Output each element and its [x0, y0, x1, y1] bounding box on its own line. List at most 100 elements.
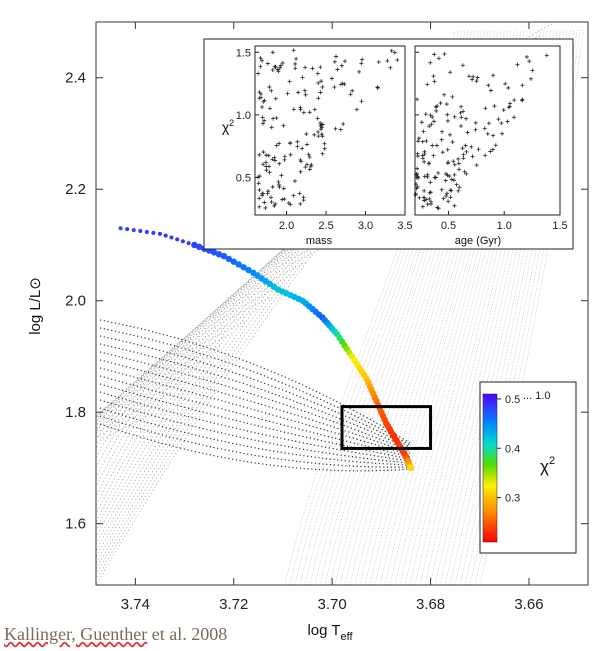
inset-point — [451, 159, 456, 164]
inset-point — [304, 132, 309, 137]
inset-point — [420, 139, 425, 144]
inset-point — [265, 191, 270, 196]
inset-point — [259, 95, 264, 100]
track-point — [151, 230, 156, 235]
inset-point — [421, 195, 426, 200]
inset-point — [318, 90, 323, 95]
inset-point — [269, 200, 274, 205]
inset-point — [450, 140, 455, 145]
inset-point — [339, 63, 344, 68]
inset-point — [421, 129, 426, 134]
inset-point — [329, 76, 334, 81]
inset-point — [359, 99, 364, 104]
inset-point — [461, 109, 466, 114]
inset-point — [320, 134, 325, 139]
inset-point — [415, 154, 420, 159]
inset-point — [530, 68, 535, 73]
inset-point — [469, 144, 474, 149]
track-point — [230, 258, 237, 265]
inset-point — [483, 106, 488, 111]
inset-point — [414, 186, 419, 191]
inset-point — [266, 189, 271, 194]
track-point — [235, 261, 242, 268]
inset-point — [445, 112, 450, 117]
inset-x-tick-label: 2.0 — [279, 220, 294, 232]
inset-point — [473, 127, 478, 132]
inset-point — [262, 200, 267, 205]
inset-point — [448, 70, 453, 75]
y-tick-label: 1.8 — [65, 404, 86, 421]
inset-point — [257, 152, 262, 157]
inset-point — [257, 90, 262, 95]
track-point — [240, 264, 247, 271]
inset-point — [442, 92, 447, 97]
track-point — [196, 243, 203, 251]
inset-point — [338, 82, 343, 87]
inset-point — [315, 71, 320, 76]
inset-point — [285, 91, 290, 96]
inset-x-tick-label: 1.5 — [552, 220, 567, 232]
inset-point — [425, 174, 430, 179]
inset-point — [416, 136, 421, 141]
inset-point — [427, 196, 432, 201]
track-point — [157, 231, 162, 236]
inset-point — [445, 173, 450, 178]
inset-point — [527, 59, 532, 64]
inset-point — [273, 201, 278, 206]
inset-x-tick-label: 3.0 — [358, 220, 373, 232]
inset-point — [309, 162, 314, 167]
citation-rest: et al. 2008 — [147, 624, 228, 644]
track-point — [180, 239, 185, 244]
inset-point — [499, 121, 504, 126]
inset-point — [414, 171, 419, 176]
inset-point — [431, 153, 436, 158]
inset-point — [291, 193, 296, 198]
x-axis-label: log Teff — [307, 622, 353, 643]
inset-point — [269, 125, 274, 130]
inset-point — [273, 158, 278, 163]
inset-point — [462, 169, 467, 174]
inset-point — [287, 79, 292, 84]
inset-point — [483, 153, 488, 158]
inset-point — [461, 152, 466, 157]
track-point — [220, 252, 228, 260]
inset-point — [493, 143, 498, 148]
inset-point — [316, 81, 321, 86]
inset-point — [354, 107, 359, 112]
inset-point — [316, 134, 321, 139]
track-point — [215, 251, 223, 258]
inset-point — [488, 88, 493, 93]
inset-point — [457, 185, 462, 190]
inset-point — [340, 81, 345, 86]
inset-point — [512, 98, 517, 103]
inset-point — [281, 123, 286, 128]
inset-point — [282, 197, 287, 202]
inset-point — [435, 104, 440, 109]
inset-point — [375, 85, 380, 90]
inset-point — [443, 178, 448, 183]
inset-point — [496, 117, 501, 122]
inset-point — [269, 195, 274, 200]
inset-point — [357, 69, 362, 74]
inset-point — [446, 199, 451, 204]
track-point — [175, 237, 180, 242]
inset-point — [491, 73, 496, 78]
inset-point — [422, 174, 427, 179]
inset-point — [460, 63, 465, 68]
inset-point — [307, 155, 312, 160]
inset-point — [348, 92, 353, 97]
inset-point — [294, 56, 299, 61]
inset-point — [302, 88, 307, 93]
x-tick-label: 3.72 — [219, 596, 248, 613]
inset-point — [376, 59, 381, 64]
inset-point — [458, 110, 463, 115]
inset-point — [491, 133, 496, 138]
inset-point — [420, 156, 425, 161]
inset-point — [452, 178, 457, 183]
inset-point — [463, 143, 468, 148]
inset-point — [261, 121, 266, 126]
inset-point — [445, 191, 450, 196]
inset-point — [490, 147, 495, 152]
colorbar-tick-label: 0.3 — [505, 493, 520, 505]
inset-point — [449, 188, 454, 193]
